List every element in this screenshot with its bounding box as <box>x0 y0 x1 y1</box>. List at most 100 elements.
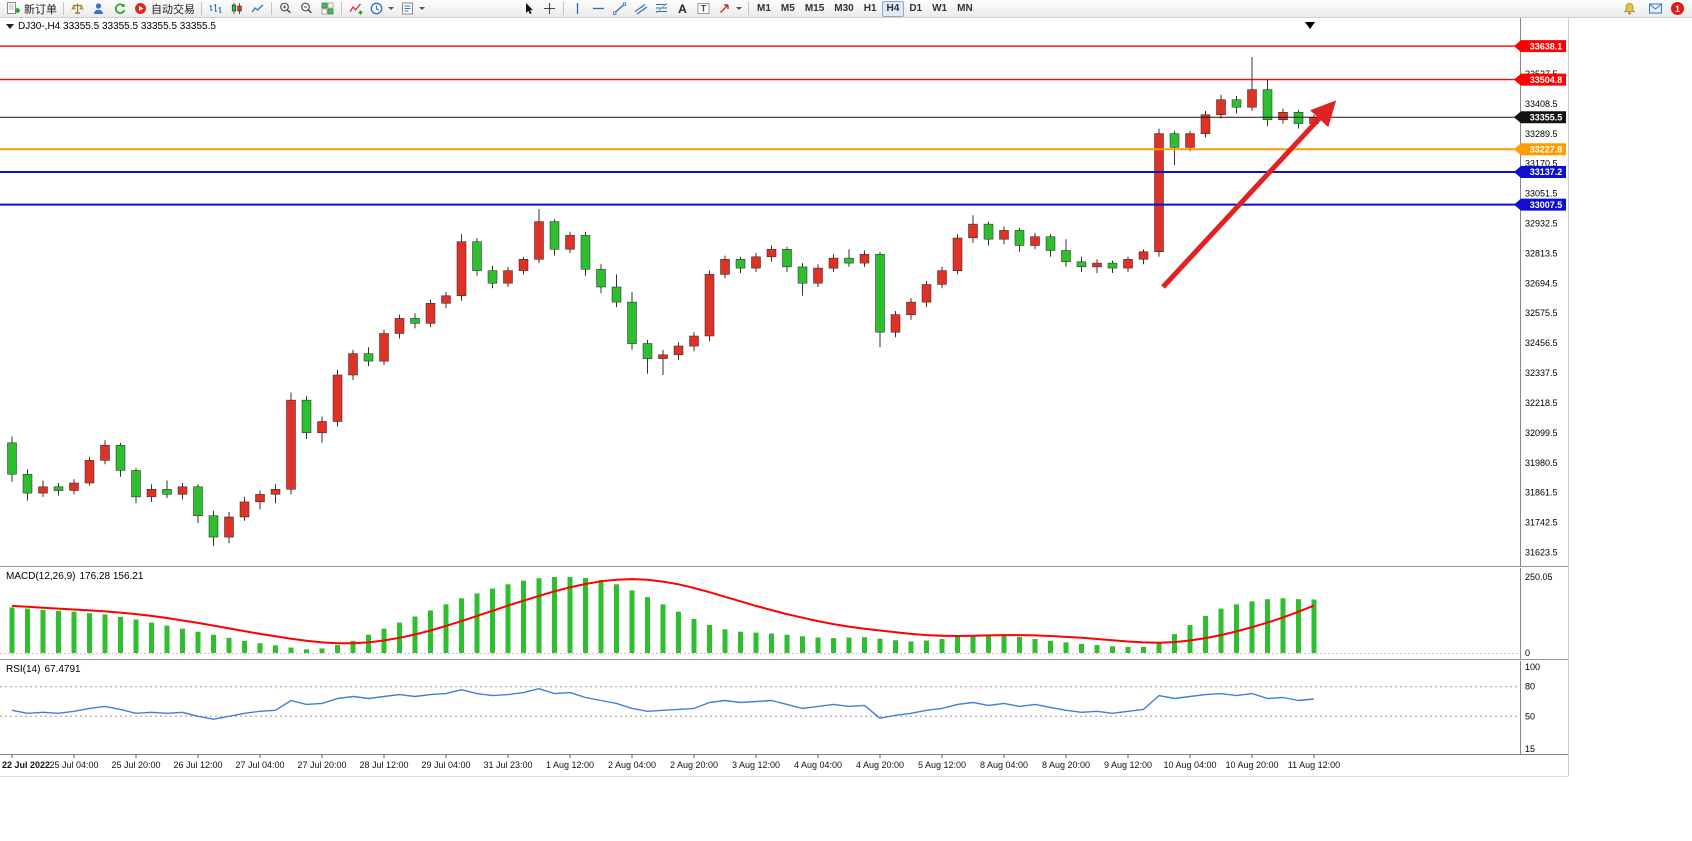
zoom-in-button[interactable] <box>275 1 296 17</box>
time-axis-label[interactable]: 4 Aug 04:00 <box>794 760 842 770</box>
cursor-button[interactable] <box>518 1 539 17</box>
price-axis-label[interactable]: 32575.5 <box>1525 308 1558 318</box>
time-axis-label[interactable]: 27 Jul 04:00 <box>235 760 284 770</box>
price-axis-label[interactable]: 32694.5 <box>1525 278 1558 288</box>
timeframe-m15-button[interactable]: M15 <box>800 1 829 17</box>
price-axis-label[interactable]: 32932.5 <box>1525 219 1558 229</box>
timeframe-mn-button[interactable]: MN <box>952 1 978 17</box>
news-button[interactable] <box>1645 1 1666 17</box>
risk-scales-button[interactable] <box>67 1 88 17</box>
time-axis-label[interactable]: 31 Jul 23:00 <box>483 760 532 770</box>
price-axis-label[interactable]: 31980.5 <box>1525 458 1558 468</box>
macd-histogram-bar <box>25 608 30 653</box>
trend-arrow[interactable] <box>1161 100 1337 289</box>
candle-body <box>1107 262 1118 269</box>
zoom-out-button[interactable] <box>296 1 317 17</box>
timeframe-h4-button[interactable]: H4 <box>881 0 905 17</box>
rsi-scale-label: 100 <box>1525 662 1540 672</box>
timeframe-w1-button[interactable]: W1 <box>927 1 952 17</box>
bar-chart-icon <box>209 4 222 13</box>
macd-histogram-bar <box>474 593 480 653</box>
time-axis-label[interactable]: 9 Aug 12:00 <box>1104 760 1152 770</box>
autotrading-button[interactable]: 自动交易 <box>130 1 198 17</box>
candle-body <box>1169 133 1180 148</box>
price-axis-label[interactable]: 31861.5 <box>1525 488 1558 498</box>
price-axis-label[interactable]: 32813.5 <box>1525 248 1558 258</box>
time-axis-label[interactable]: 11 Aug 12:00 <box>1288 760 1340 770</box>
vertical-line-button[interactable] <box>567 1 588 17</box>
price-tag[interactable] <box>1514 40 1566 53</box>
price-axis-label[interactable]: 33408.5 <box>1525 99 1558 109</box>
crosshair-button[interactable] <box>539 1 560 17</box>
time-axis-label[interactable]: 29 Jul 04:00 <box>421 760 470 770</box>
price-axis-label[interactable]: 31623.5 <box>1525 548 1558 558</box>
macd-histogram-bar <box>1311 599 1317 653</box>
price-axis-label[interactable]: 31742.5 <box>1525 518 1558 528</box>
macd-histogram-bar <box>1001 635 1007 653</box>
price-axis-label[interactable]: 33289.5 <box>1525 129 1558 139</box>
price-axis-label[interactable]: 32218.5 <box>1525 398 1558 408</box>
chart-title-row: DJ30-,H4 33355.5 33355.5 33355.5 33355.5 <box>6 21 216 32</box>
timeframe-m5-button[interactable]: M5 <box>776 1 800 17</box>
time-axis-label[interactable]: 5 Aug 12:00 <box>918 760 966 770</box>
price-axis-label[interactable]: 32099.5 <box>1525 428 1558 438</box>
time-axis-label[interactable]: 3 Aug 12:00 <box>732 760 780 770</box>
time-axis-label[interactable]: 2 Aug 04:00 <box>608 760 656 770</box>
timeframe-d1-button[interactable]: D1 <box>904 1 927 17</box>
macd-histogram-bar <box>707 625 712 653</box>
label-tool-button[interactable]: T <box>693 1 714 17</box>
trendline-button[interactable] <box>609 1 630 17</box>
refresh-button[interactable] <box>109 1 130 17</box>
time-axis-label[interactable]: 27 Jul 20:00 <box>297 760 346 770</box>
time-axis-label[interactable]: 10 Aug 04:00 <box>1163 760 1216 770</box>
time-axis-label[interactable]: 25 Jul 04:00 <box>49 760 98 770</box>
price-tag[interactable] <box>1514 111 1566 124</box>
price-tag[interactable] <box>1514 73 1566 86</box>
alerts-button[interactable] <box>1619 1 1640 17</box>
support-button[interactable] <box>88 1 109 17</box>
bar-chart-button[interactable] <box>205 1 226 17</box>
arrows-tool-button[interactable] <box>714 1 745 17</box>
timeframe-m1-button[interactable]: M1 <box>752 1 776 17</box>
time-axis-label[interactable]: 10 Aug 20:00 <box>1225 760 1278 770</box>
price-axis-label[interactable]: 33051.5 <box>1525 189 1558 199</box>
time-axis-label[interactable]: 22 Jul 2022 <box>2 760 50 770</box>
price-axis-label[interactable]: 32337.5 <box>1525 368 1558 378</box>
new-order-button[interactable]: 新订单 <box>3 1 60 17</box>
time-axis-label[interactable]: 4 Aug 20:00 <box>856 760 904 770</box>
text-tool-button[interactable]: A <box>672 1 693 17</box>
time-axis-label[interactable]: 1 Aug 12:00 <box>546 760 594 770</box>
notification-badge[interactable]: 1 <box>1671 2 1684 15</box>
tile-windows-button[interactable] <box>317 1 338 17</box>
macd-histogram-bar <box>831 638 836 653</box>
channel-button[interactable] <box>630 1 651 17</box>
template-button[interactable] <box>397 1 428 17</box>
price-tag[interactable] <box>1514 198 1566 211</box>
candle-body <box>518 259 529 271</box>
chart-collapse-icon[interactable] <box>6 24 14 29</box>
time-axis-label[interactable]: 2 Aug 20:00 <box>670 760 718 770</box>
time-axis-label[interactable]: 25 Jul 20:00 <box>111 760 160 770</box>
clock-icon <box>370 2 383 15</box>
price-axis-label[interactable]: 32456.5 <box>1525 338 1558 348</box>
price-axis-label[interactable]: 33170.5 <box>1525 159 1558 169</box>
indicators-button[interactable] <box>345 1 366 17</box>
time-axis-label[interactable]: 26 Jul 12:00 <box>173 760 222 770</box>
fibonacci-button[interactable] <box>651 1 672 17</box>
timeframe-h1-button[interactable]: H1 <box>859 1 882 17</box>
macd-histogram-bar <box>583 577 588 653</box>
timeframe-m30-button[interactable]: M30 <box>829 1 858 17</box>
price-tag[interactable] <box>1514 166 1566 178</box>
time-axis-label[interactable]: 8 Aug 04:00 <box>980 760 1028 770</box>
line-chart-button[interactable] <box>247 1 268 17</box>
candle-body <box>115 445 126 471</box>
time-axis-label[interactable]: 28 Jul 12:00 <box>359 760 408 770</box>
price-tag[interactable] <box>1514 143 1566 156</box>
chart-shift-marker[interactable] <box>1305 22 1315 29</box>
period-button[interactable] <box>366 1 397 17</box>
time-axis-label[interactable]: 8 Aug 20:00 <box>1042 760 1090 770</box>
horizontal-line-button[interactable] <box>588 1 609 17</box>
candlestick-chart-button[interactable] <box>226 1 247 17</box>
